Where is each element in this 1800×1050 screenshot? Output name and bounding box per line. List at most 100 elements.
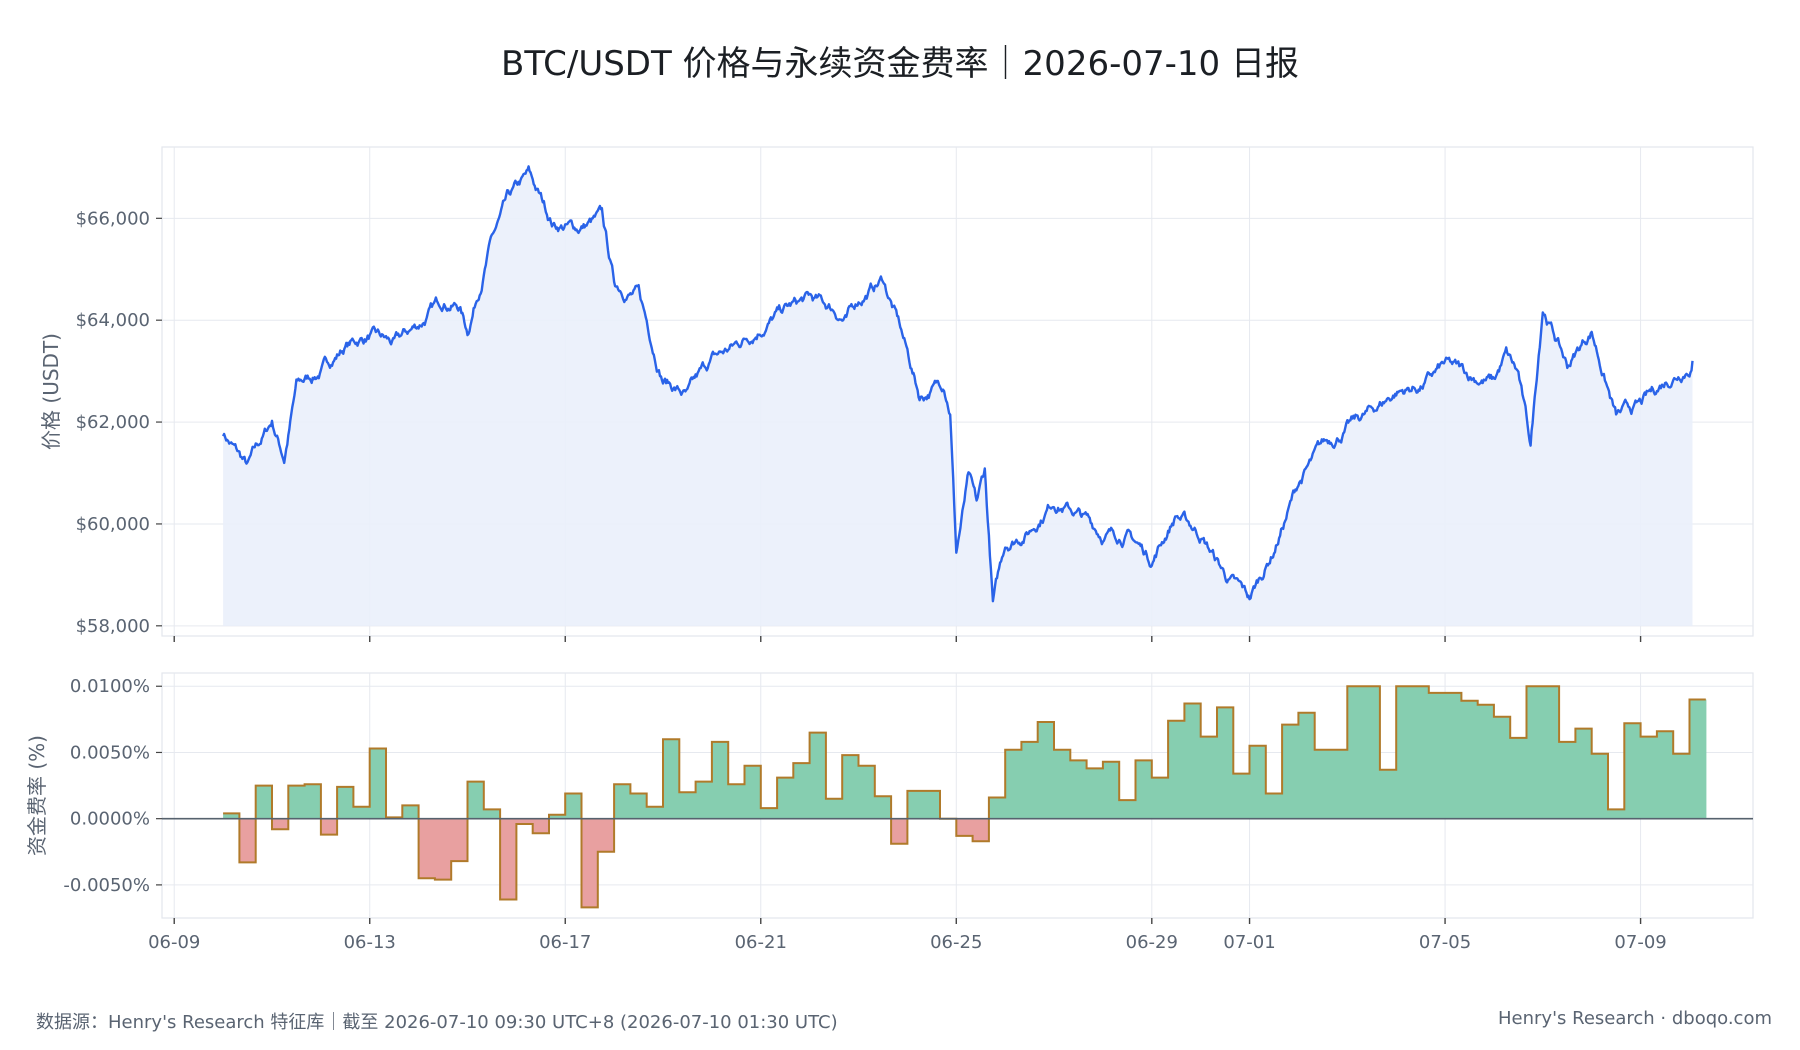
funding-bar — [1265, 793, 1283, 819]
funding-bar — [1656, 731, 1674, 819]
funding-bar — [663, 739, 680, 819]
funding-bar — [988, 797, 1006, 819]
price-y-axis-title: 价格 (USDT) — [39, 333, 63, 450]
funding-bar — [1608, 809, 1625, 819]
brand-credit: Henry's Research · dboqo.com — [1498, 1008, 1772, 1029]
funding-y-axis-title: 资金费率 (%) — [25, 735, 49, 856]
funding-bar — [842, 755, 860, 819]
funding-bar — [581, 818, 599, 908]
funding-bar — [255, 785, 273, 819]
funding-bar — [1624, 723, 1642, 819]
funding-bar — [1200, 736, 1218, 819]
funding-bar — [1445, 692, 1462, 819]
funding-panel: -0.0050% 0.0000% 0.0050% 0.0100% 资金费率 (%) — [25, 672, 1754, 919]
funding-bar — [1640, 736, 1658, 819]
price-y-tick-label: $66,000 — [76, 208, 150, 229]
funding-bar — [353, 806, 371, 819]
funding-bar — [630, 793, 648, 819]
funding-bar — [451, 818, 469, 862]
funding-bar — [1217, 707, 1234, 819]
funding-bar — [1168, 720, 1185, 819]
funding-bar — [1331, 749, 1348, 819]
funding-bar — [728, 784, 746, 819]
funding-bar — [1005, 749, 1023, 819]
funding-bar — [1673, 753, 1691, 819]
price-y-tick-label: $60,000 — [76, 514, 150, 535]
funding-bar — [500, 818, 517, 900]
funding-bar — [1135, 760, 1153, 819]
funding-bar — [272, 818, 289, 830]
funding-bar — [1314, 749, 1332, 819]
funding-bar — [597, 818, 615, 852]
funding-bar — [825, 798, 843, 819]
funding-bar — [1249, 745, 1267, 819]
price-y-tick-label: $64,000 — [76, 310, 150, 331]
funding-bar — [320, 818, 338, 835]
funding-bar — [1102, 761, 1120, 819]
funding-bar — [956, 818, 974, 836]
funding-bar — [1510, 737, 1528, 819]
x-tick-label: 06-25 — [930, 932, 982, 953]
funding-bar — [549, 814, 566, 819]
funding-bar — [1428, 692, 1446, 819]
chart-title: BTC/USDT 价格与永续资金费率｜2026-07-10 日报 — [501, 44, 1299, 84]
funding-bar — [695, 781, 713, 819]
funding-bar — [1689, 699, 1707, 819]
funding-bar — [711, 741, 729, 819]
price-series-line — [222, 165, 1694, 603]
funding-y-tick-label: 0.0050% — [70, 742, 150, 763]
funding-bar — [337, 786, 354, 819]
funding-bar — [1575, 728, 1593, 819]
funding-bar — [1493, 716, 1511, 819]
funding-bar — [679, 792, 697, 819]
funding-bar — [1070, 760, 1088, 819]
funding-bar — [1477, 704, 1495, 819]
x-tick-label: 06-21 — [735, 932, 787, 953]
price-area-fill — [223, 166, 1693, 626]
funding-bar — [874, 796, 892, 819]
funding-bar — [434, 818, 452, 880]
funding-bar — [304, 784, 322, 819]
x-axis: 06-09 06-13 06-17 06-21 06-25 06-29 07-01 07-05… — [148, 636, 1667, 953]
x-tick-label: 07-01 — [1223, 932, 1275, 953]
funding-bar — [402, 805, 420, 819]
funding-bar — [1591, 753, 1609, 819]
price-y-tick-label: $58,000 — [76, 616, 150, 637]
funding-bar — [744, 765, 762, 819]
funding-bar — [1347, 686, 1365, 819]
funding-bar — [1119, 800, 1137, 819]
funding-y-tick-label: 0.0000% — [70, 809, 150, 830]
funding-bar — [907, 790, 925, 819]
data-source-note: 数据源：Henry's Research 特征库｜截至 2026-07-10 0… — [36, 1012, 838, 1033]
funding-bar — [777, 777, 794, 819]
funding-bar — [288, 785, 306, 819]
funding-bar — [223, 813, 240, 819]
funding-y-tick-label: 0.0100% — [70, 676, 150, 697]
funding-bar — [467, 781, 485, 819]
funding-bar — [1412, 686, 1430, 819]
funding-bar — [239, 818, 257, 863]
x-tick-label: 06-17 — [539, 932, 591, 953]
funding-bar — [1184, 703, 1202, 819]
x-tick-label: 06-13 — [344, 932, 396, 953]
funding-bar — [483, 809, 501, 819]
funding-bar — [923, 790, 941, 819]
funding-bar — [1282, 724, 1299, 819]
funding-bar — [532, 818, 550, 834]
funding-bar — [760, 808, 778, 819]
funding-bar — [1461, 700, 1479, 819]
price-y-tick-label: $62,000 — [76, 412, 150, 433]
funding-bar — [1021, 741, 1039, 819]
funding-bar — [1054, 749, 1071, 819]
funding-bar — [614, 784, 631, 819]
funding-bar — [972, 818, 990, 842]
funding-bar — [418, 818, 436, 879]
funding-bar — [369, 748, 387, 819]
x-tick-label: 07-09 — [1614, 932, 1666, 953]
funding-bar — [1396, 686, 1414, 819]
price-panel: $58,000 $60,000 $62,000 $64,000 $66,000 价格 (U… — [39, 146, 1754, 637]
funding-bar — [1298, 712, 1316, 819]
funding-bar — [1526, 686, 1544, 819]
funding-bar — [793, 763, 811, 819]
